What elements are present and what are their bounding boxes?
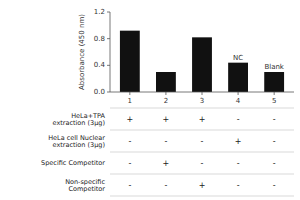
- table-cell: -: [164, 137, 167, 146]
- table-divider: [110, 130, 294, 131]
- table-cell: -: [273, 115, 276, 124]
- table-cell: -: [273, 137, 276, 146]
- y-tick: [107, 38, 110, 39]
- table-cell: -: [128, 181, 131, 190]
- table-divider: [110, 174, 294, 175]
- table-cell: -: [273, 181, 276, 190]
- bars: [120, 31, 284, 92]
- table-cell: -: [201, 159, 204, 168]
- table-cell: +: [235, 137, 242, 146]
- y-tick-label: 0.4: [94, 61, 106, 69]
- x-tick-label: 4: [236, 97, 241, 105]
- x-tick: [274, 92, 275, 95]
- table-cell: -: [201, 137, 204, 146]
- y-tick-label: 0.0: [94, 88, 105, 96]
- y-tick-label: 0.8: [94, 35, 105, 43]
- table-divider: [110, 152, 294, 153]
- table-cell: -: [128, 159, 131, 168]
- table-cell: -: [237, 159, 240, 168]
- y-tick: [107, 65, 110, 66]
- x-tick-label: 5: [272, 97, 276, 105]
- x-tick: [129, 92, 130, 95]
- table-cell: -: [237, 181, 240, 190]
- bar: [228, 63, 248, 92]
- table-divider: [110, 196, 294, 197]
- table-row-label: Specific Competitor: [41, 159, 105, 167]
- bar: [264, 72, 284, 92]
- table-cell: +: [199, 115, 206, 124]
- table-row-label: HeLa cell Nuclearextraction (3μg): [48, 134, 105, 149]
- annotation: Blank: [264, 63, 284, 71]
- bar: [192, 37, 212, 92]
- y-tick-label: 1.2: [94, 8, 105, 16]
- table-divider: [110, 108, 294, 109]
- chart: 0.0 0.4 0.8 1.2 Absorbance (450 nm) 1 2 3 4 5 NC Bl…: [0, 0, 300, 200]
- x-tick: [202, 92, 203, 95]
- annotation: NC: [233, 54, 243, 62]
- table-cell: -: [164, 181, 167, 190]
- x-tick-label: 2: [164, 97, 168, 105]
- y-tick: [107, 12, 110, 13]
- y-tick: [107, 92, 110, 93]
- table-row-label: HeLa+TPAextraction (3μg): [53, 112, 106, 127]
- x-tick-label: 1: [128, 97, 132, 105]
- y-axis: [110, 12, 111, 92]
- x-tick: [165, 92, 166, 95]
- table-cell: -: [128, 137, 131, 146]
- table-cell: -: [237, 115, 240, 124]
- table-cell: +: [126, 115, 133, 124]
- table-cell: +: [163, 159, 170, 168]
- y-axis-label: Absorbance (450 nm): [78, 14, 86, 90]
- x-tick: [238, 92, 239, 95]
- x-tick-label: 3: [200, 97, 204, 105]
- bar: [156, 72, 176, 92]
- table-cell: +: [163, 115, 170, 124]
- table-cell: +: [199, 181, 206, 190]
- table-row-label: Non-specificCompetitor: [65, 178, 105, 193]
- bar: [120, 31, 140, 92]
- table-cell: -: [273, 159, 276, 168]
